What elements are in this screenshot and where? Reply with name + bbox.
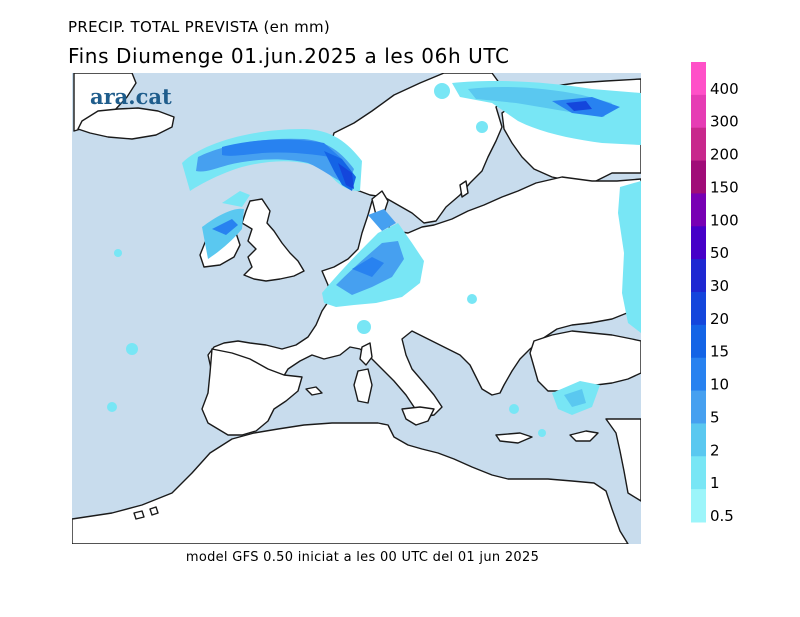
chart-title: PRECIP. TOTAL PREVISTA (en mm)	[68, 18, 331, 36]
chart-subtitle: Fins Diumenge 01.jun.2025 a les 06h UTC	[68, 44, 510, 68]
legend-swatch-5	[691, 390, 706, 424]
legend-swatch-30	[691, 259, 706, 293]
legend-label-20: 20	[710, 310, 729, 328]
legend-label-10: 10	[710, 376, 729, 394]
legend-label-100: 100	[710, 211, 739, 229]
aracat-logo: ara.cat	[90, 84, 172, 109]
legend-label-150: 150	[710, 178, 739, 196]
legend-label-15: 15	[710, 343, 729, 361]
legend-label-50: 50	[710, 244, 729, 262]
legend-label-2: 2	[710, 441, 720, 459]
legend-label-200: 200	[710, 146, 739, 164]
legend-label-400: 400	[710, 80, 739, 98]
legend-label-300: 300	[710, 113, 739, 131]
model-caption: model GFS 0.50 iniciat a les 00 UTC del …	[185, 550, 540, 565]
precipitation-overlay	[107, 81, 641, 437]
legend-swatch-2	[691, 423, 706, 457]
legend-swatch-1	[691, 456, 706, 490]
legend-swatch-400	[691, 62, 706, 96]
legend-swatch-10	[691, 357, 706, 392]
legend-label-0-5: 0.5	[710, 507, 734, 525]
legend-swatch-50	[691, 226, 706, 260]
legend-swatch-150	[691, 160, 706, 194]
legend-label-5: 5	[710, 408, 720, 426]
legend-label-1: 1	[710, 474, 720, 492]
legend-swatch-100	[691, 193, 706, 227]
legend-label-30: 30	[710, 277, 729, 295]
legend-swatch-200	[691, 127, 706, 162]
legend-swatch-300	[691, 94, 706, 129]
precipitation-legend: 400 300 200 150 100 50 30 20 15 10 5 2 1 0.5	[691, 62, 739, 525]
legend-swatch-15	[691, 324, 706, 359]
legend-swatch-0-5	[691, 489, 706, 523]
legend-swatch-20	[691, 292, 706, 326]
precipitation-map: ara.cat	[72, 73, 641, 544]
